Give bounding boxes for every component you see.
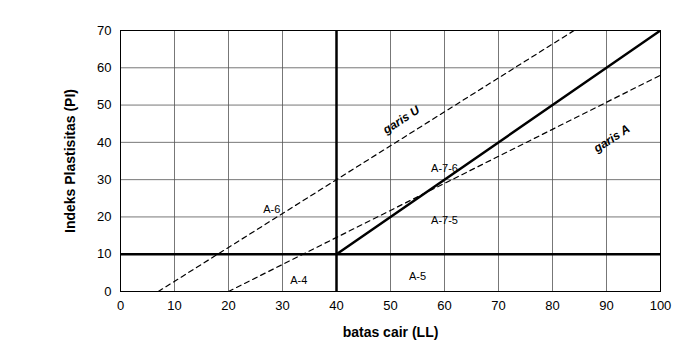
svg-text:100: 100 [650,298,672,313]
svg-text:70: 70 [97,23,111,38]
svg-text:garis A: garis A [590,122,632,156]
svg-text:40: 40 [97,135,111,150]
svg-text:A-6: A-6 [263,203,280,215]
svg-text:Indeks Plastisitas (PI): Indeks Plastisitas (PI) [62,89,78,233]
svg-text:10: 10 [167,298,181,313]
svg-text:20: 20 [97,209,111,224]
svg-text:garis U: garis U [380,103,423,138]
svg-text:A-4: A-4 [290,274,307,286]
svg-text:30: 30 [97,172,111,187]
svg-text:20: 20 [221,298,235,313]
svg-text:0: 0 [104,284,111,299]
svg-text:80: 80 [545,298,559,313]
svg-text:A-7-6: A-7-6 [431,162,458,174]
svg-text:60: 60 [437,298,451,313]
svg-text:A-5: A-5 [409,270,426,282]
svg-text:70: 70 [491,298,505,313]
svg-text:50: 50 [97,97,111,112]
svg-text:batas cair (LL): batas cair (LL) [343,324,439,340]
svg-text:0: 0 [117,298,124,313]
svg-text:A-7-5: A-7-5 [431,214,458,226]
svg-text:30: 30 [275,298,289,313]
svg-text:50: 50 [383,298,397,313]
svg-text:60: 60 [97,60,111,75]
svg-text:90: 90 [599,298,613,313]
svg-text:10: 10 [97,246,111,261]
svg-text:40: 40 [329,298,343,313]
